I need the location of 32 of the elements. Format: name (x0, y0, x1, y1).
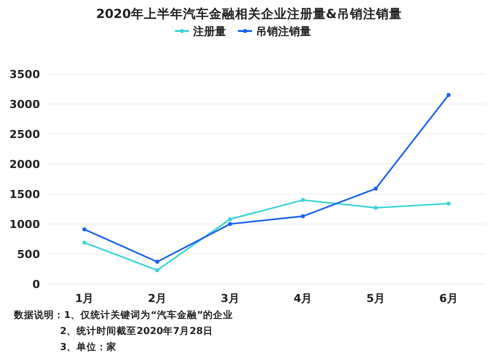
point (374, 186, 378, 191)
point (446, 93, 451, 97)
legend-label: 注册量 (192, 25, 226, 38)
y-tick-label: 2000 (9, 158, 40, 171)
legend-label: 吊销注销量 (256, 25, 311, 38)
text: 3、单位：家 (60, 341, 117, 353)
point (82, 227, 86, 232)
point (300, 198, 305, 202)
point (155, 260, 160, 264)
y-tick-label: 3500 (9, 68, 40, 81)
point (446, 202, 451, 206)
text: 数据说明：1、仅统计关键词为“汽车金融”的企业 (13, 309, 234, 321)
point (300, 214, 305, 218)
point (374, 206, 378, 210)
x-tick-label: 5月 (366, 292, 386, 305)
chart-title: 2020年上半年汽车金融相关企业注册量&吊销注销量 (96, 6, 402, 21)
y-tick-label: 1500 (9, 188, 40, 201)
point (228, 222, 232, 226)
y-tick-label: 500 (17, 248, 40, 261)
x-tick-label: 2月 (148, 292, 167, 305)
x-tick-label: 6月 (439, 292, 458, 305)
y-tick-label: 0 (32, 278, 40, 291)
point (155, 268, 160, 272)
point (228, 217, 232, 222)
x-tick-label: 3月 (220, 292, 240, 305)
text: 2、统计时间截至2020年7月28日 (60, 325, 213, 337)
y-tick-label: 3000 (9, 98, 40, 111)
x-tick-label: 1月 (75, 292, 94, 305)
y-tick-label: 2500 (9, 128, 40, 141)
x-tick-label: 4月 (294, 292, 312, 305)
point (82, 240, 86, 245)
y-tick-label: 1000 (9, 218, 40, 231)
